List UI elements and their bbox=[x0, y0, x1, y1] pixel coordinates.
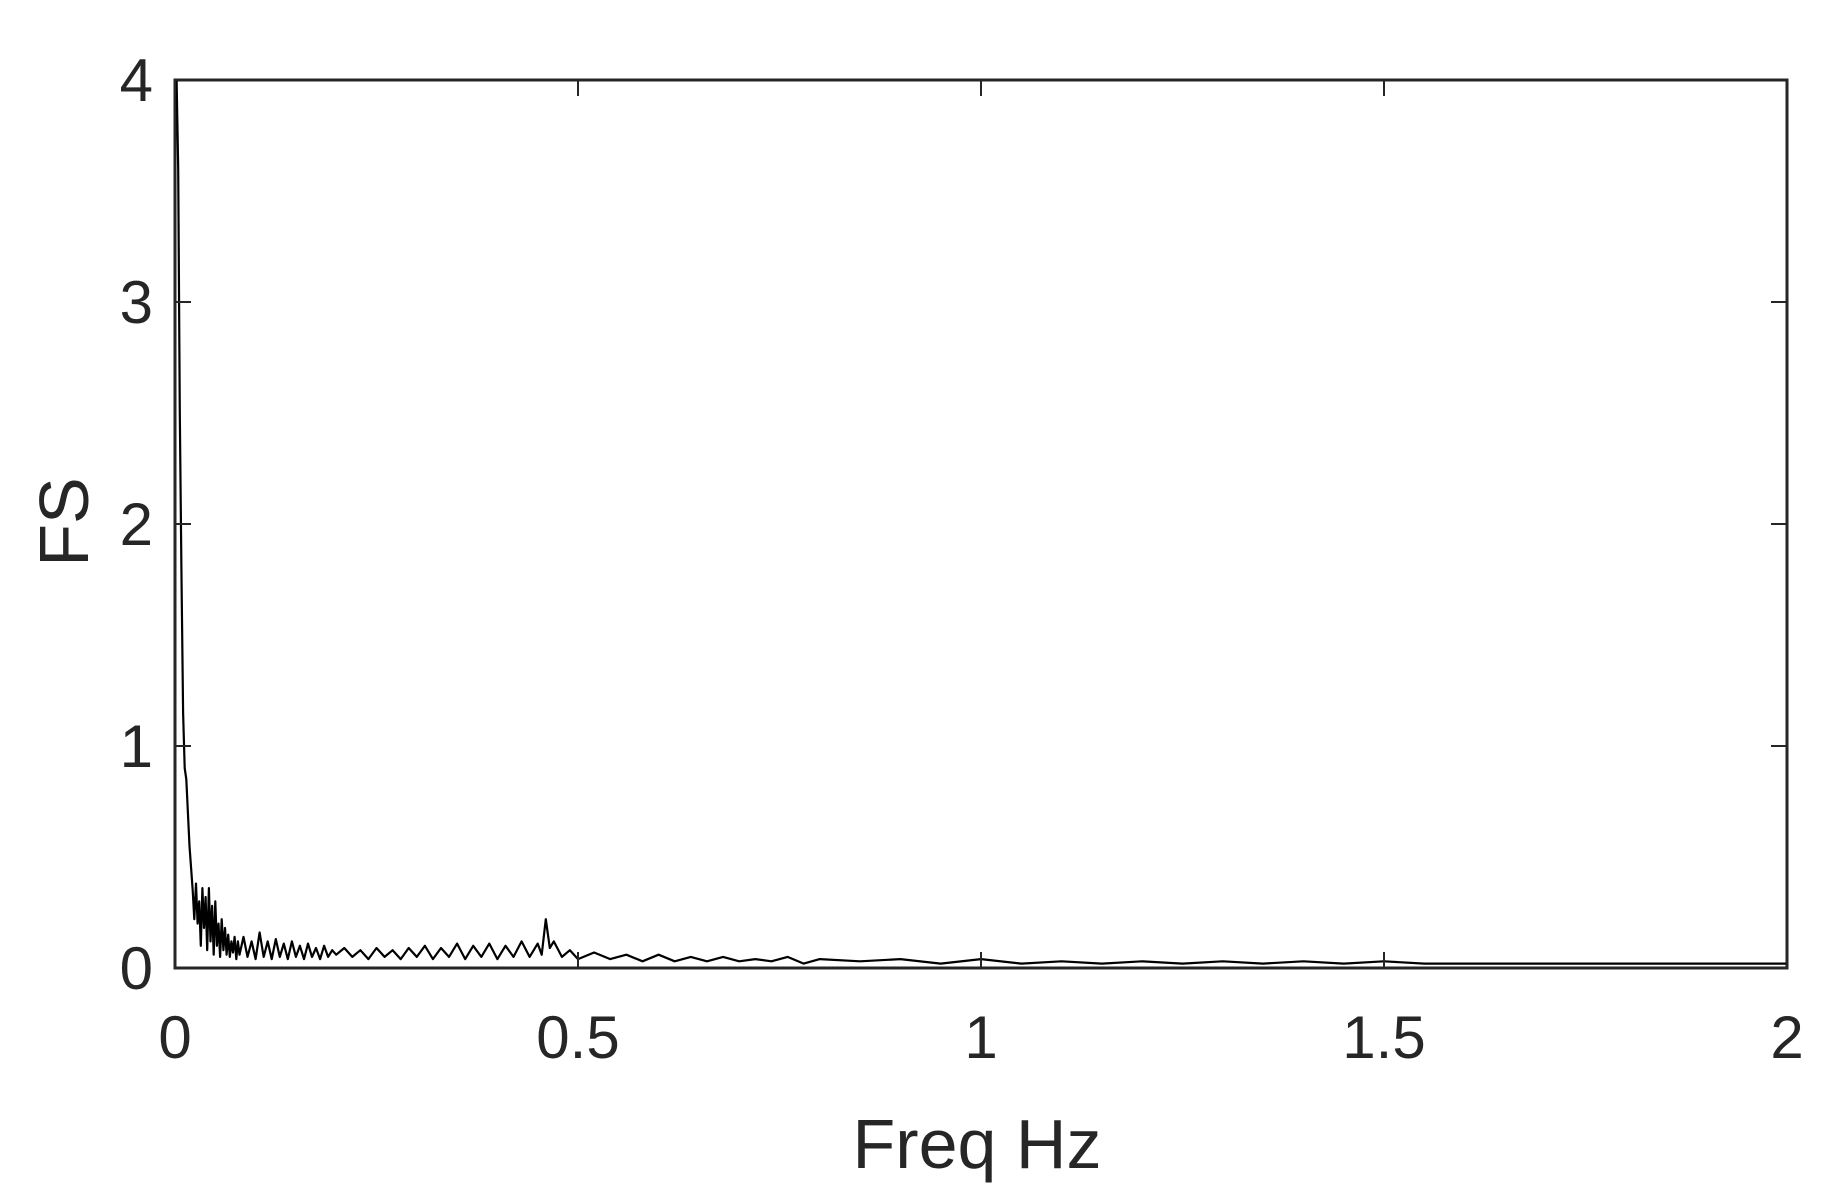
axes-box bbox=[173, 78, 1789, 970]
plot-area bbox=[173, 78, 1789, 970]
y-tick-label: 4 bbox=[120, 47, 153, 114]
x-tick-label: 2 bbox=[1770, 1004, 1803, 1071]
axes-ticks: 0 0.5 1 1.5 2 0 1 2 3 4 bbox=[120, 47, 1804, 1071]
series-line-0 bbox=[175, 79, 1787, 965]
x-tick-label: 0.5 bbox=[536, 1004, 619, 1071]
x-axis-label: Freq Hz bbox=[853, 1105, 1102, 1183]
y-tick-label: 1 bbox=[120, 713, 153, 780]
x-tick-label: 0 bbox=[158, 1004, 191, 1071]
y-tick-label: 3 bbox=[120, 269, 153, 336]
y-axis-label: FS bbox=[25, 477, 103, 566]
y-tick-label: 0 bbox=[120, 935, 153, 1002]
y-tick-label: 2 bbox=[120, 491, 153, 558]
x-tick-label: 1 bbox=[964, 1004, 997, 1071]
x-tick-label: 1.5 bbox=[1342, 1004, 1425, 1071]
